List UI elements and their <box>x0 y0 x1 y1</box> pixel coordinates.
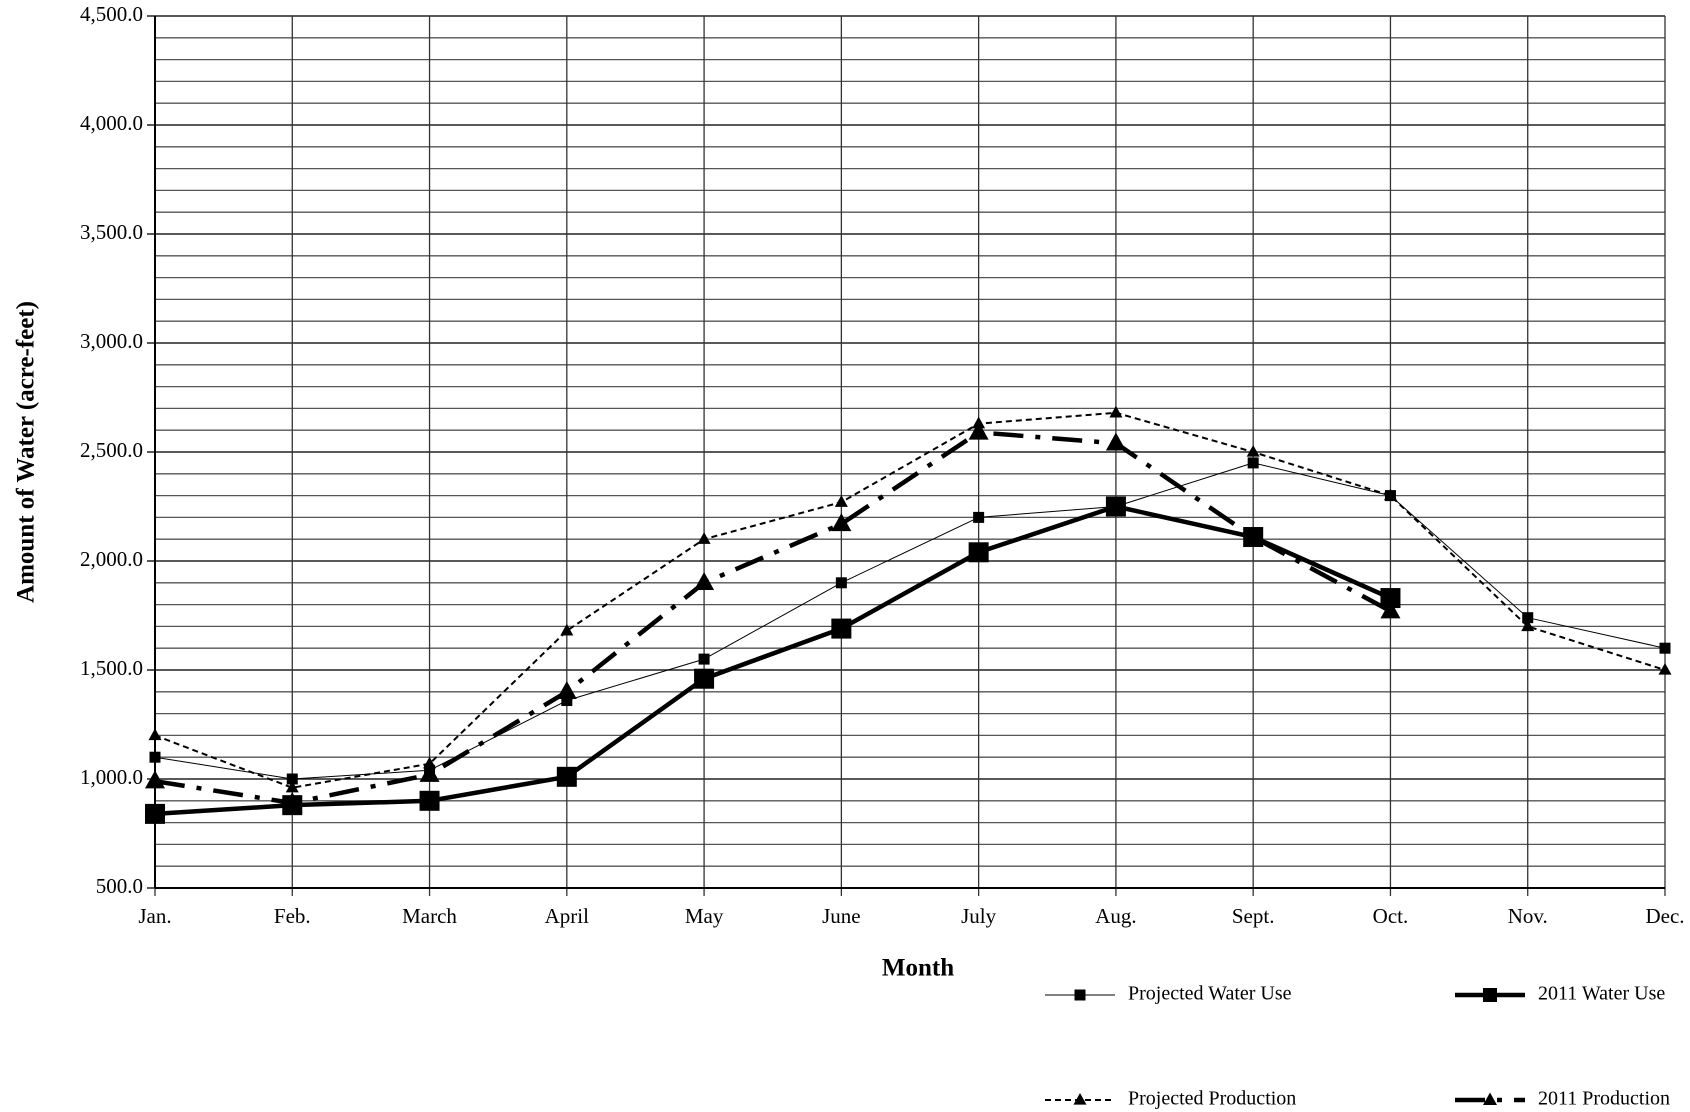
y-tick-label: 4,000.0 <box>80 111 143 135</box>
point <box>556 766 577 787</box>
y-tick-label: 3,500.0 <box>80 220 143 244</box>
y-tick-label: 2,000.0 <box>80 547 143 571</box>
point <box>698 653 710 665</box>
x-tick-label: Oct. <box>1373 904 1409 928</box>
x-tick-label: Jan. <box>138 904 171 928</box>
point <box>1380 600 1401 619</box>
point <box>423 756 437 769</box>
x-tick-label: Dec. <box>1645 904 1684 928</box>
x-axis-title: Month <box>882 955 954 982</box>
series-line <box>154 430 1392 806</box>
y-tick-label: 1,500.0 <box>80 656 143 680</box>
legend-label: 2011 Water Use <box>1538 983 1665 1005</box>
point <box>968 421 989 440</box>
point <box>1658 662 1672 675</box>
point <box>968 542 989 563</box>
series-line <box>154 462 1666 780</box>
x-tick-label: May <box>685 904 724 928</box>
point <box>831 513 852 532</box>
point <box>556 681 577 699</box>
point <box>1521 619 1535 632</box>
y-tick-label: 2,500.0 <box>80 438 143 462</box>
legend-label: Projected Production <box>1128 1088 1296 1110</box>
point <box>286 773 298 785</box>
point <box>835 577 847 589</box>
point <box>831 618 852 639</box>
point <box>419 790 440 811</box>
legend-marker <box>1483 1092 1497 1106</box>
point <box>145 770 165 789</box>
series-line <box>154 504 1392 817</box>
point <box>973 511 985 523</box>
point <box>1105 432 1126 451</box>
x-tick-label: Aug. <box>1095 904 1136 928</box>
point <box>834 495 848 507</box>
series-line <box>154 411 1666 789</box>
x-tick-label: April <box>545 904 589 928</box>
point <box>1105 496 1126 517</box>
point <box>285 780 299 793</box>
point <box>697 532 711 544</box>
point <box>149 751 161 763</box>
point <box>282 792 303 811</box>
point <box>148 728 162 741</box>
legend-marker <box>1074 989 1086 1001</box>
point <box>1247 457 1259 469</box>
y-tick-label: 500.0 <box>96 874 143 898</box>
legend-label: 2011 Production <box>1538 1088 1670 1110</box>
point <box>1383 488 1397 501</box>
point <box>694 668 715 689</box>
point <box>1109 405 1123 418</box>
legend-marker <box>1073 1092 1087 1105</box>
point <box>1246 444 1260 457</box>
x-tick-label: Sept. <box>1232 904 1275 928</box>
point <box>561 695 573 707</box>
x-tick-label: Nov. <box>1508 904 1548 928</box>
y-tick-label: 3,000.0 <box>80 329 143 353</box>
legend-marker <box>1483 988 1497 1002</box>
point <box>145 803 165 824</box>
point <box>1659 642 1671 654</box>
x-tick-label: June <box>822 904 861 928</box>
point <box>560 623 574 636</box>
x-tick-label: March <box>402 904 457 928</box>
point <box>694 572 715 590</box>
y-axis-title: Amount of Water (acre-feet) <box>13 301 40 603</box>
point <box>1522 612 1534 624</box>
y-tick-label: 4,500.0 <box>80 2 143 26</box>
legend-label: Projected Water Use <box>1128 983 1292 1005</box>
y-tick-label: 1,000.0 <box>80 765 143 789</box>
point <box>419 763 440 782</box>
point <box>1243 526 1264 545</box>
x-tick-label: Feb. <box>274 904 311 928</box>
point <box>1380 588 1401 609</box>
x-tick-label: July <box>961 904 997 928</box>
